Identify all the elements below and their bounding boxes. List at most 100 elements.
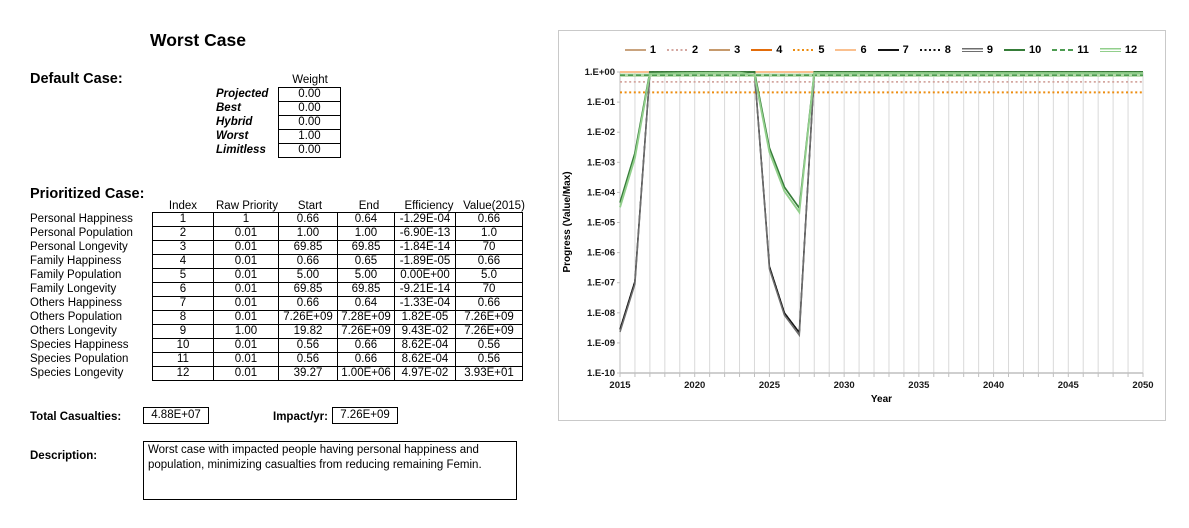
legend-item-11[interactable]: 11 [1052,44,1089,56]
cell-efficiency[interactable]: -6.90E-13 [394,226,456,241]
cell-index[interactable]: 12 [152,366,214,381]
cell-index[interactable]: 11 [152,352,214,367]
cell-value-2015[interactable]: 7.26E+09 [455,324,523,339]
cell-end[interactable]: 0.64 [337,296,395,311]
legend-item-5[interactable]: 5 [793,44,824,56]
cell-value-2015[interactable]: 0.66 [455,254,523,269]
cell-start[interactable]: 0.66 [278,296,338,311]
cell-start[interactable]: 7.26E+09 [278,310,338,325]
legend-swatch-2 [666,48,688,52]
cell-start[interactable]: 5.00 [278,268,338,283]
cell-efficiency[interactable]: -9.21E-14 [394,282,456,297]
impact-per-year-value[interactable]: 7.26E+09 [332,407,398,424]
cell-end[interactable]: 0.64 [337,212,395,227]
cell-start[interactable]: 39.27 [278,366,338,381]
legend-item-10[interactable]: 10 [1003,44,1041,56]
weight-value-cell[interactable]: 0.00 [278,143,341,158]
cell-raw-priority[interactable]: 0.01 [213,282,279,297]
cell-value-2015[interactable]: 0.66 [455,212,523,227]
legend-label-2: 2 [691,44,699,56]
cell-value-2015[interactable]: 5.0 [455,268,523,283]
cell-raw-priority[interactable]: 0.01 [213,254,279,269]
cell-value-2015[interactable]: 3.93E+01 [455,366,523,381]
cell-index[interactable]: 4 [152,254,214,269]
cell-raw-priority[interactable]: 1.00 [213,324,279,339]
cell-index[interactable]: 9 [152,324,214,339]
legend-item-1[interactable]: 1 [624,44,656,56]
cell-efficiency[interactable]: -1.29E-04 [394,212,456,227]
cell-index[interactable]: 1 [152,212,214,227]
cell-raw-priority[interactable]: 0.01 [213,366,279,381]
legend-item-4[interactable]: 4 [751,44,782,56]
cell-index[interactable]: 10 [152,338,214,353]
cell-raw-priority[interactable]: 0.01 [213,338,279,353]
cell-start[interactable]: 0.56 [278,338,338,353]
cell-value-2015[interactable]: 70 [455,282,523,297]
legend-item-3[interactable]: 3 [709,44,740,56]
cell-start[interactable]: 69.85 [278,240,338,255]
cell-value-2015[interactable]: 0.56 [455,338,523,353]
legend-item-6[interactable]: 6 [835,44,867,56]
weight-value-cell[interactable]: 0.00 [278,101,341,116]
legend-item-8[interactable]: 8 [919,44,951,56]
legend-item-12[interactable]: 12 [1099,44,1137,56]
legend-swatch-6 [835,49,857,51]
cell-efficiency[interactable]: -1.89E-05 [394,254,456,269]
cell-raw-priority[interactable]: 0.01 [213,226,279,241]
cell-raw-priority[interactable]: 1 [213,212,279,227]
weight-value-cell[interactable]: 0.00 [278,115,341,130]
cell-end[interactable]: 7.26E+09 [337,324,395,339]
cell-index[interactable]: 8 [152,310,214,325]
cell-end[interactable]: 69.85 [337,282,395,297]
legend-item-2[interactable]: 2 [666,44,699,56]
cell-raw-priority[interactable]: 0.01 [213,268,279,283]
row-label: Family Longevity [30,283,117,295]
cell-start[interactable]: 0.66 [278,254,338,269]
legend-item-9[interactable]: 9 [961,44,993,56]
cell-efficiency[interactable]: 9.43E-02 [394,324,456,339]
cell-end[interactable]: 5.00 [337,268,395,283]
cell-start[interactable]: 0.66 [278,212,338,227]
cell-index[interactable]: 7 [152,296,214,311]
cell-end[interactable]: 0.66 [337,352,395,367]
legend-item-7[interactable]: 7 [877,44,909,56]
cell-end[interactable]: 7.28E+09 [337,310,395,325]
total-casualties-value[interactable]: 4.88E+07 [143,407,209,424]
cell-index[interactable]: 5 [152,268,214,283]
table-row: Others Longevity 9 1.00 19.82 7.26E+09 9… [30,324,523,339]
cell-end[interactable]: 0.65 [337,254,395,269]
cell-end[interactable]: 1.00 [337,226,395,241]
cell-end[interactable]: 1.00E+06 [337,366,395,381]
cell-start[interactable]: 19.82 [278,324,338,339]
weight-value-cell[interactable]: 0.00 [278,87,341,102]
cell-value-2015[interactable]: 7.26E+09 [455,310,523,325]
cell-start[interactable]: 0.56 [278,352,338,367]
weight-value-cell[interactable]: 1.00 [278,129,341,144]
cell-index[interactable]: 6 [152,282,214,297]
cell-start[interactable]: 1.00 [278,226,338,241]
cell-end[interactable]: 0.66 [337,338,395,353]
cell-efficiency[interactable]: 4.97E-02 [394,366,456,381]
cell-value-2015[interactable]: 1.0 [455,226,523,241]
cell-raw-priority[interactable]: 0.01 [213,240,279,255]
row-label: Others Longevity [30,325,117,337]
progress-chart[interactable]: 1 2 3 4 5 6 7 8 9 10 11 12 1.E+00 1.E-01 1.E-02 1.E-03… [558,30,1166,421]
cell-start[interactable]: 69.85 [278,282,338,297]
cell-efficiency[interactable]: 1.82E-05 [394,310,456,325]
cell-raw-priority[interactable]: 0.01 [213,352,279,367]
cell-end[interactable]: 69.85 [337,240,395,255]
cell-efficiency[interactable]: 0.00E+00 [394,268,456,283]
cell-index[interactable]: 2 [152,226,214,241]
cell-value-2015[interactable]: 0.66 [455,296,523,311]
cell-efficiency[interactable]: -1.33E-04 [394,296,456,311]
description-box[interactable]: Worst case with impacted people having p… [143,441,517,500]
cell-raw-priority[interactable]: 0.01 [213,296,279,311]
cell-efficiency[interactable]: 8.62E-04 [394,338,456,353]
cell-efficiency[interactable]: 8.62E-04 [394,352,456,367]
cell-efficiency[interactable]: -1.84E-14 [394,240,456,255]
cell-value-2015[interactable]: 0.56 [455,352,523,367]
cell-value-2015[interactable]: 70 [455,240,523,255]
cell-index[interactable]: 3 [152,240,214,255]
cell-raw-priority[interactable]: 0.01 [213,310,279,325]
